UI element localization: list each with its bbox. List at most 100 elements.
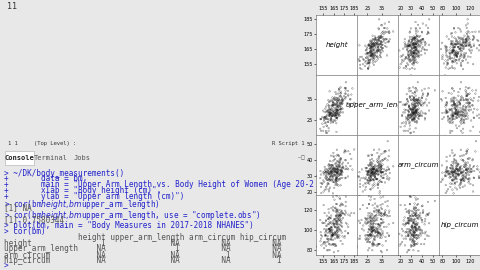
Point <box>411 201 419 206</box>
Point <box>378 173 385 178</box>
Point <box>468 103 476 107</box>
Point <box>373 216 381 220</box>
Point <box>411 102 419 107</box>
Point <box>324 178 332 182</box>
Point <box>364 233 372 237</box>
Point <box>401 57 408 61</box>
Point <box>446 55 454 60</box>
Point <box>326 178 334 182</box>
Point <box>369 167 376 171</box>
Point <box>410 38 418 42</box>
Point <box>411 113 419 118</box>
Point <box>457 98 465 102</box>
Point <box>359 199 366 203</box>
Point <box>411 99 419 104</box>
Point <box>330 172 338 177</box>
Point <box>401 37 408 41</box>
Point <box>367 48 375 52</box>
Point <box>325 166 333 170</box>
Point <box>451 42 459 46</box>
Point <box>355 57 362 61</box>
Point <box>418 40 425 44</box>
Point <box>404 44 412 48</box>
Point <box>456 124 463 128</box>
Point <box>443 110 450 115</box>
Point <box>380 220 387 224</box>
Point <box>372 38 380 42</box>
Point <box>414 33 421 38</box>
Point <box>412 111 420 115</box>
Point <box>460 56 468 60</box>
Point <box>327 118 335 123</box>
Point <box>369 170 377 174</box>
Point <box>346 152 354 156</box>
Point <box>449 43 456 47</box>
Point <box>423 212 431 216</box>
Point <box>333 108 341 112</box>
Point <box>401 110 408 114</box>
Point <box>411 213 419 217</box>
Point <box>371 214 379 218</box>
Point <box>449 167 457 171</box>
Point <box>456 40 464 44</box>
Point <box>317 129 325 133</box>
Point <box>324 237 331 241</box>
Point <box>338 102 346 106</box>
Point <box>412 109 420 113</box>
Point <box>327 220 335 225</box>
Point <box>413 119 420 123</box>
Point <box>458 117 466 122</box>
Point <box>454 162 462 166</box>
Point <box>456 166 464 170</box>
Point <box>410 231 418 235</box>
Point <box>327 169 335 173</box>
Point <box>379 49 386 53</box>
Point <box>476 170 480 174</box>
Point <box>464 92 471 97</box>
Point <box>454 42 461 46</box>
Point <box>375 222 383 227</box>
Text: +       main = "Upper Arm Length vs. Body Height of Women (Age 20-25)",: + main = "Upper Arm Length vs. Body Heig… <box>4 180 332 189</box>
Point <box>419 94 426 99</box>
Point <box>341 158 349 162</box>
Point <box>337 239 345 243</box>
Point <box>470 169 478 173</box>
Point <box>364 237 372 242</box>
Point <box>372 163 379 167</box>
Point <box>444 172 452 177</box>
Point <box>408 232 416 237</box>
Point <box>405 112 412 116</box>
Point <box>405 208 413 213</box>
Point <box>409 210 417 214</box>
Point <box>470 116 478 120</box>
Point <box>337 99 345 104</box>
Point <box>409 214 417 218</box>
Point <box>403 66 410 71</box>
Point <box>385 20 393 24</box>
Point <box>383 213 391 218</box>
Point <box>378 32 385 36</box>
Point <box>385 176 393 180</box>
Point <box>414 101 421 105</box>
Point <box>328 99 336 103</box>
Point <box>402 43 409 47</box>
Point <box>369 242 376 247</box>
Point <box>323 229 330 233</box>
Point <box>376 224 384 228</box>
Point <box>329 159 336 163</box>
Point <box>424 29 432 34</box>
Point <box>418 231 425 235</box>
Point <box>464 177 472 181</box>
Point <box>414 103 422 107</box>
Point <box>335 218 342 222</box>
Point <box>408 42 416 46</box>
Point <box>337 107 345 111</box>
Point <box>325 126 333 130</box>
Point <box>447 42 455 47</box>
Point <box>460 53 468 58</box>
Point <box>456 87 464 91</box>
Point <box>466 177 473 181</box>
Point <box>328 233 336 238</box>
Point <box>373 40 381 45</box>
Point <box>412 86 420 90</box>
